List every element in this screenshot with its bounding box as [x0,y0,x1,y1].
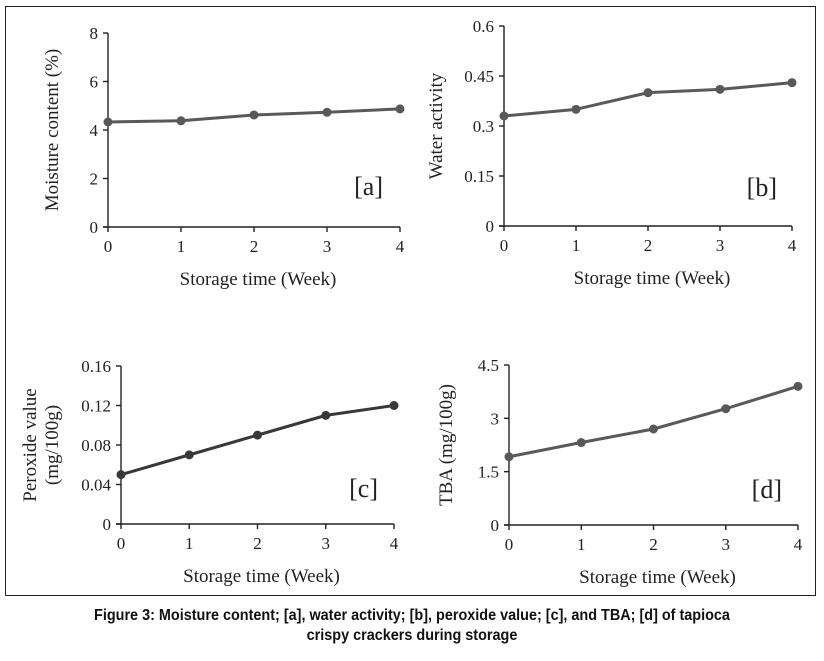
data-point [321,410,331,420]
data-point [395,104,405,114]
caption-line-1: Figure 3: Moisture content; [a], water a… [94,607,730,624]
x-tick-label: 1 [185,534,194,553]
y-tick-label: 2 [90,170,99,189]
data-point [504,452,514,462]
figure-caption: Figure 3: Moisture content; [a], water a… [29,606,795,646]
x-tick-label: 0 [505,535,514,554]
data-point [184,450,194,460]
series-line [508,384,799,459]
x-axis-title: Storage time (Week) [579,567,736,588]
x-tick-label: 0 [104,237,113,256]
panel-b: 0 0.15 0.3 0.45 0.6 0 1 2 3 4 Storage time (Week) W… [426,17,797,289]
y-tick-label: 0 [486,217,495,236]
caption-line-2: crispy crackers during storage [306,627,518,644]
x-tick-label: 2 [649,535,658,554]
y-tick-label: 3 [491,409,500,428]
data-point [643,88,653,98]
x-tick-label: 2 [250,237,259,256]
x-tick-label: 1 [177,237,186,256]
x-tick-label: 3 [722,535,731,554]
data-point [571,104,581,114]
x-tick-label: 0 [117,534,126,553]
x-axis-title: Storage time (Week) [183,566,340,587]
x-tick-label: 2 [253,534,262,553]
y-tick-label: 1.5 [478,463,499,482]
y-tick-label: 0.45 [464,67,494,86]
x-tick-label: 4 [390,534,399,553]
y-tick-label: 8 [90,24,99,43]
series-line [120,404,395,477]
x-tick-label: 4 [794,535,803,554]
panel-a: 0 2 4 6 8 0 1 2 3 4 Storage time (Week) Moisture co… [42,24,405,290]
data-point [649,424,658,434]
panel-c: 0 0.04 0.08 0.12 0.16 0 1 2 3 4 Storage time (Week… [20,357,399,587]
data-point [116,470,126,480]
y-tick-label: 0.16 [81,357,111,376]
y-tick-label: 0.04 [81,476,111,495]
data-point [576,438,586,448]
series-line [503,81,793,118]
data-point [721,404,731,414]
data-point [249,110,259,120]
data-point [715,84,725,94]
x-tick-label: 3 [323,237,332,256]
panel-tag: [d] [752,475,782,504]
panel-tag: [b] [747,173,777,202]
x-tick-label: 0 [500,236,509,255]
data-point [787,78,797,88]
x-tick-label: 4 [788,236,797,255]
y-tick-label: 0 [90,218,99,237]
figure-frame [5,6,816,596]
y-tick-label: 4 [90,121,99,140]
x-tick-label: 1 [577,535,586,554]
panel-tag: [a] [354,172,383,201]
y-tick-label: 0.3 [473,117,494,136]
y-tick-label: 0.15 [464,167,494,186]
x-axis-title: Storage time (Week) [574,268,731,289]
y-tick-label: 0.12 [81,397,111,416]
data-point [389,401,399,410]
y-axis-title-line: (mg/100g) [42,405,63,485]
data-point [253,430,262,440]
y-axis-title: TBA (mg/100g) [436,384,457,506]
y-tick-label: 0.08 [81,436,111,455]
x-tick-label: 2 [644,236,653,255]
data-point [499,111,509,121]
y-tick-label: 4.5 [478,356,499,375]
x-tick-label: 4 [396,237,405,256]
data-point [103,117,113,127]
data-point [176,116,186,126]
data-point [793,381,803,391]
y-tick-label: 0 [491,516,500,535]
x-axis-title: Storage time (Week) [180,269,337,290]
y-tick-label: 0 [103,515,112,534]
y-tick-label: 0.6 [473,17,494,36]
data-point [322,107,332,117]
y-axis-title: Moisture content (%) [42,49,63,212]
y-axis-title-line: Peroxide value [20,388,41,501]
y-axis-title: Water activity [426,72,447,179]
panel-d: 0 1.5 3 4.5 0 1 2 3 4 Storage time (Week) TBA (mg/… [436,356,803,588]
x-tick-label: 3 [716,236,725,255]
x-tick-label: 1 [572,236,581,255]
x-tick-label: 3 [322,534,331,553]
panel-tag: [c] [349,474,378,503]
y-tick-label: 6 [90,73,99,92]
